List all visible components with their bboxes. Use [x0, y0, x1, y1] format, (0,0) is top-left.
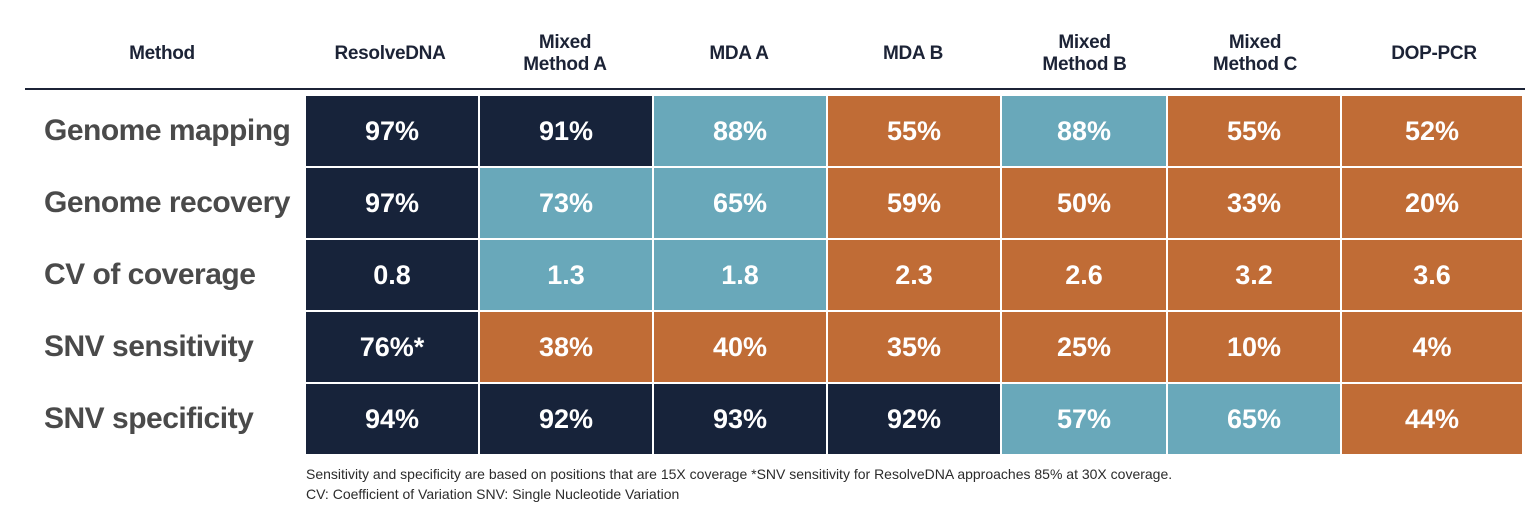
table-cell: 20% — [1342, 168, 1522, 238]
table-cell: 65% — [1168, 384, 1340, 454]
table-cell: 97% — [306, 96, 478, 166]
header-divider — [25, 88, 1525, 90]
table-cell: 55% — [1168, 96, 1340, 166]
table-cell: 1.3 — [480, 240, 652, 310]
table-cell: 92% — [480, 384, 652, 454]
table-header: Method ResolveDNA Mixed Method A MDA A M… — [25, 22, 1525, 86]
table-cell: 33% — [1168, 168, 1340, 238]
table-cell: 59% — [828, 168, 1000, 238]
table-cell: 38% — [480, 312, 652, 382]
footnote-line-1: Sensitivity and specificity are based on… — [306, 466, 1173, 482]
table-cell: 94% — [306, 384, 478, 454]
table-cell: 88% — [654, 96, 826, 166]
table-cell: 73% — [480, 168, 652, 238]
table-cell: 2.6 — [1002, 240, 1166, 310]
table-cell: 40% — [654, 312, 826, 382]
table-cell: 25% — [1002, 312, 1166, 382]
table-cell: 76%* — [306, 312, 478, 382]
table-cell: 35% — [828, 312, 1000, 382]
table-cell: 92% — [828, 384, 1000, 454]
column-header-dop-pcr: DOP-PCR — [1391, 43, 1477, 64]
column-header-mda-a: MDA A — [709, 43, 769, 64]
row-label: SNV sensitivity — [44, 330, 254, 363]
table-cell: 44% — [1342, 384, 1522, 454]
table-cell: 1.8 — [654, 240, 826, 310]
column-header-method: Method — [129, 43, 195, 64]
table-cell: 55% — [828, 96, 1000, 166]
row-label: CV of coverage — [44, 258, 256, 291]
column-header-mixed-method-b: Mixed Method B — [1042, 32, 1127, 75]
table-cell: 0.8 — [306, 240, 478, 310]
column-header-mda-b: MDA B — [882, 43, 944, 64]
table-cell: 2.3 — [828, 240, 1000, 310]
table-cell: 91% — [480, 96, 652, 166]
column-header-mixed-method-c: Mixed Method C — [1212, 32, 1298, 75]
table-cell: 3.2 — [1168, 240, 1340, 310]
table-cell: 50% — [1002, 168, 1166, 238]
row-label: SNV specificity — [44, 402, 254, 435]
table-cell: 52% — [1342, 96, 1522, 166]
table-cell: 57% — [1002, 384, 1166, 454]
table-cell: 10% — [1168, 312, 1340, 382]
table-cell: 65% — [654, 168, 826, 238]
row-label: Genome mapping — [44, 114, 291, 147]
table-cell: 88% — [1002, 96, 1166, 166]
table-cell: 3.6 — [1342, 240, 1522, 310]
footnote-line-2: CV: Coefficient of Variation SNV: Single… — [306, 486, 680, 502]
table-cell: 93% — [654, 384, 826, 454]
column-header-resolvedna: ResolveDNA — [334, 43, 446, 64]
table-cell: 97% — [306, 168, 478, 238]
row-label: Genome recovery — [44, 186, 290, 219]
column-header-mixed-method-a: Mixed Method A — [523, 32, 607, 75]
table-cell: 4% — [1342, 312, 1522, 382]
